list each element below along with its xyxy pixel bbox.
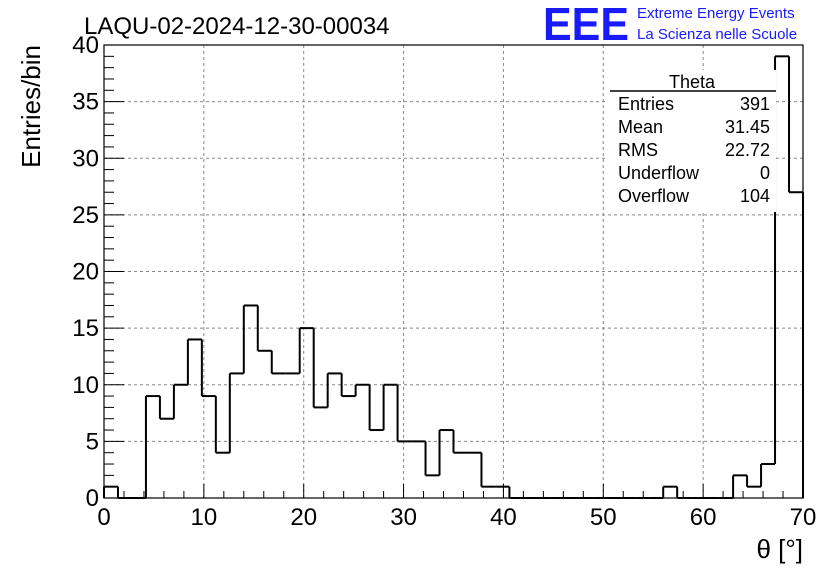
tick-labels: 0 10 20 30 40 50 60 70 0 5 10 15 20 25 30 35 40 — [72, 32, 816, 531]
stats-label-entries: Entries — [618, 94, 674, 114]
x-tick-label: 50 — [590, 504, 617, 531]
y-tick-label: 40 — [72, 32, 99, 59]
y-tick-label: 15 — [72, 315, 99, 342]
x-tick-label: 0 — [97, 504, 110, 531]
stats-box: Theta Entries 391 Mean 31.45 RMS 22.72 U… — [608, 70, 776, 212]
y-tick-label: 20 — [72, 259, 99, 286]
y-tick-label: 30 — [72, 145, 99, 172]
y-tick-label: 5 — [86, 428, 99, 455]
axis-ticks — [103, 44, 804, 499]
stats-label-overflow: Overflow — [618, 186, 690, 206]
x-axis-label: θ [°] — [756, 534, 803, 564]
stats-label-rms: RMS — [618, 140, 658, 160]
y-tick-label: 25 — [72, 202, 99, 229]
y-axis-label: Entries/bin — [16, 45, 46, 168]
y-tick-label: 35 — [72, 89, 99, 116]
x-tick-label: 30 — [390, 504, 417, 531]
stats-value-entries: 391 — [740, 94, 770, 114]
run-title: LAQU-02-2024-12-30-00034 — [84, 13, 390, 40]
stats-box-background — [608, 70, 776, 212]
stats-label-underflow: Underflow — [618, 163, 700, 183]
stats-value-underflow: 0 — [760, 163, 770, 183]
x-tick-label: 60 — [690, 504, 717, 531]
logo-line-1: Extreme Energy Events — [637, 5, 795, 22]
x-tick-label: 40 — [490, 504, 517, 531]
eee-logo: EEE Extreme Energy Events La Scienza nel… — [543, 0, 797, 50]
x-tick-label: 70 — [790, 504, 817, 531]
stats-value-overflow: 104 — [740, 186, 770, 206]
x-tick-label: 10 — [191, 504, 218, 531]
logo-line-2: La Scienza nelle Scuole — [637, 26, 797, 43]
y-tick-label: 10 — [72, 372, 99, 399]
stats-label-mean: Mean — [618, 117, 663, 137]
eee-logo-mark: EEE — [543, 0, 629, 50]
y-tick-label: 0 — [86, 485, 99, 512]
stats-title: Theta — [669, 72, 716, 92]
x-tick-label: 20 — [290, 504, 317, 531]
stats-value-mean: 31.45 — [725, 117, 770, 137]
stats-value-rms: 22.72 — [725, 140, 770, 160]
